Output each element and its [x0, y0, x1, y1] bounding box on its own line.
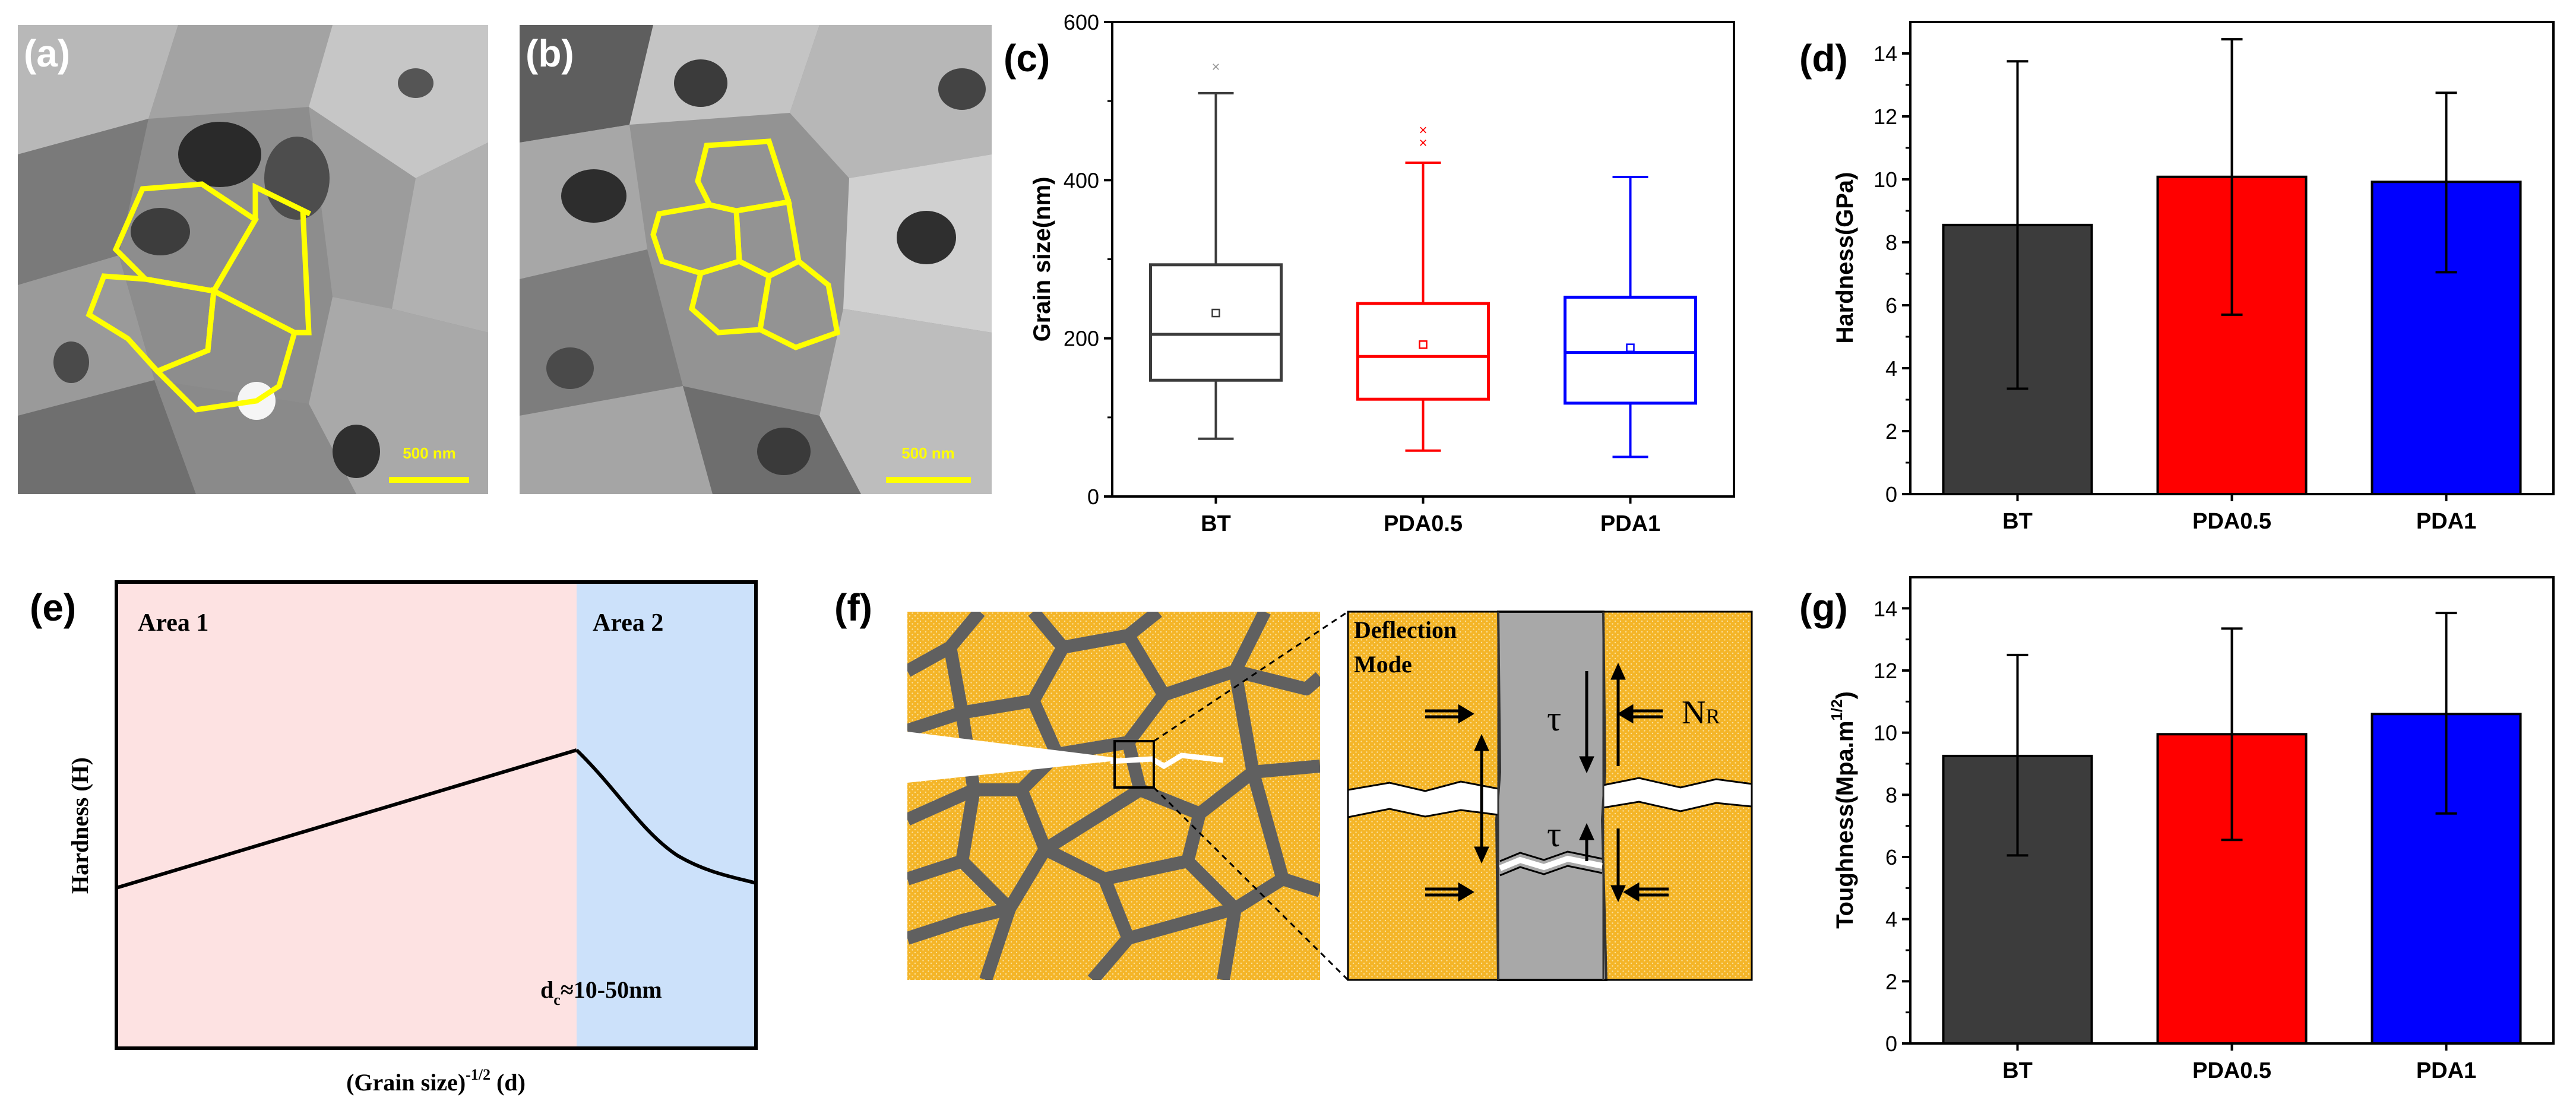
- normal-force-label: NR: [1682, 694, 1720, 731]
- g-ytick-label: 6: [1885, 845, 1897, 869]
- d-ytick-label: 2: [1885, 419, 1897, 444]
- c-mean-marker: [1626, 343, 1635, 352]
- panel-label-d: (d): [1799, 37, 1848, 80]
- zoom-line-bottom: [1153, 786, 1349, 981]
- e-ylabel: Hardness (H): [67, 757, 93, 894]
- panel-label-b: (b): [526, 32, 574, 75]
- c-ytick-label: 0: [1087, 485, 1099, 509]
- d-ytick-label: 0: [1885, 482, 1897, 507]
- g-xtick-label: PDA1: [2416, 1058, 2476, 1083]
- micrograph-a: 500 nm: [18, 25, 488, 494]
- c-ytick-label: 400: [1064, 168, 1099, 192]
- g-ytick-label: 2: [1885, 969, 1897, 994]
- area2-region: [577, 582, 756, 1048]
- panel-label-e: (e): [30, 586, 76, 629]
- scale-label-a: 500 nm: [403, 444, 456, 462]
- chart-g: 0 2 4 6 8 10 12 14 Toughness(Mpa.m1/2) BT PDA0.5 PD…: [1828, 576, 2555, 1083]
- d-ytick-label: 4: [1885, 356, 1897, 381]
- crack-tip: [1110, 752, 1224, 770]
- zoom-box: [1113, 740, 1155, 789]
- c-mean-marker: [1211, 308, 1220, 318]
- deflection-label: Deflection: [1354, 616, 1457, 643]
- d-ytick-label: 10: [1874, 167, 1897, 192]
- grain-boundary-phase: [1495, 611, 1608, 981]
- d-ytick-label: 6: [1885, 293, 1897, 318]
- scale-label-b: 500 nm: [901, 444, 955, 462]
- g-xtick-label: BT: [2002, 1058, 2033, 1083]
- area1-label: Area 1: [138, 609, 208, 637]
- hardness-rising-line: [116, 748, 577, 890]
- d-ytick-label: 14: [1874, 42, 1897, 66]
- c-box: [1564, 295, 1697, 405]
- tau-upper: τ: [1547, 699, 1561, 738]
- c-xtick-label: PDA1: [1600, 511, 1660, 536]
- deflection-detail: Deflection Mode τ τ NR: [1347, 611, 1753, 981]
- area1-region: [116, 582, 577, 1048]
- grain-outlines-a: [86, 181, 312, 413]
- c-ylabel: Grain size(nm): [1029, 177, 1055, 342]
- critical-size-label: dc≈10-50nm: [540, 976, 662, 1008]
- d-ylabel: Hardness(GPa): [1832, 172, 1858, 344]
- c-box: [1149, 263, 1283, 382]
- panel-label-c: (c): [1004, 37, 1050, 80]
- grain-network: [907, 612, 1320, 980]
- mode-label: Mode: [1354, 651, 1412, 678]
- g-ytick-label: 8: [1885, 783, 1897, 807]
- zoom-line-top: [1153, 611, 1349, 742]
- tau-lower: τ: [1547, 815, 1561, 854]
- panel-label-g: (g): [1799, 586, 1848, 629]
- panel-label-a: (a): [24, 32, 70, 75]
- d-ytick-label: 8: [1885, 230, 1897, 255]
- g-ytick-label: 0: [1885, 1032, 1897, 1056]
- panel-label-f: (f): [834, 586, 872, 629]
- d-xtick-label: PDA1: [2416, 509, 2476, 534]
- hardness-falling-curve: [575, 748, 757, 885]
- g-ytick-label: 4: [1885, 907, 1897, 932]
- chart-e: Area 1 Area 2 Hardness (H) (Grain size)-…: [67, 580, 758, 1096]
- g-xtick-label: PDA0.5: [2192, 1058, 2271, 1083]
- micrograph-b: 500 nm: [520, 25, 992, 494]
- d-xtick-label: PDA0.5: [2192, 509, 2271, 534]
- plot-frame-e: [115, 580, 758, 1050]
- c-ytick-label: 200: [1064, 327, 1099, 351]
- c-box: [1356, 302, 1490, 401]
- chart-d: 0 2 4 6 8 10 12 14 Hardness(GPa) BT PDA0.5 PDA1: [1832, 21, 2555, 534]
- g-ytick-label: 10: [1874, 721, 1897, 745]
- g-ytick-label: 12: [1874, 659, 1897, 683]
- c-outlier: ×: [1419, 122, 1427, 138]
- area2-label: Area 2: [593, 609, 663, 637]
- c-ytick-label: 600: [1064, 10, 1099, 34]
- g-ylabel: Toughness(Mpa.m1/2): [1828, 691, 1858, 929]
- c-xtick-label: BT: [1201, 511, 1231, 536]
- c-outlier: ×: [1211, 59, 1220, 75]
- e-xlabel: (Grain size)-1/2 (d): [346, 1066, 526, 1096]
- crack-interface: [1499, 855, 1603, 871]
- c-mean-marker: [1419, 340, 1428, 349]
- grain-outlines-b: [650, 138, 841, 350]
- d-ytick-label: 12: [1874, 105, 1897, 129]
- g-ytick-label: 14: [1874, 596, 1897, 621]
- d-xtick-label: BT: [2002, 509, 2033, 534]
- c-xtick-label: PDA0.5: [1384, 511, 1463, 536]
- crack: [907, 732, 1116, 783]
- c-outlier: ×: [1419, 135, 1427, 151]
